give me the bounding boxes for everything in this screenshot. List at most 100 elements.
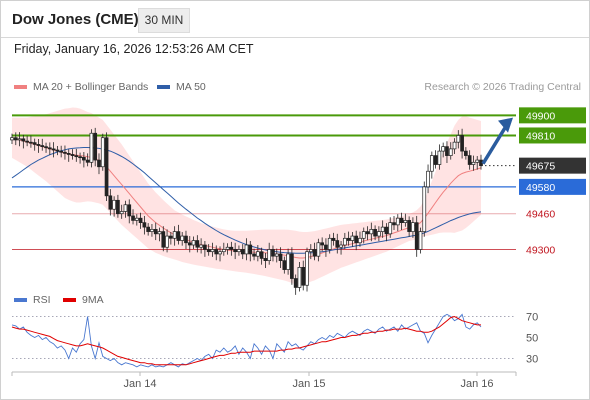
pivot-tag-49580 [519, 178, 586, 195]
candle-body [150, 229, 154, 232]
candle-body [172, 231, 177, 239]
resistance-label-49810: 49810 [526, 130, 555, 142]
candle-body [437, 150, 442, 165]
candle-body [229, 246, 234, 250]
candle-body [418, 231, 423, 250]
candle-body [327, 237, 332, 250]
candle-body [403, 220, 408, 223]
candle-body [471, 161, 476, 165]
candle-body [301, 267, 306, 286]
candle-body [316, 242, 321, 257]
rsi-series-line [11, 313, 482, 368]
candle-body [165, 235, 169, 248]
candle-body [51, 148, 56, 151]
candle-body [305, 251, 309, 286]
candle-body [244, 244, 249, 255]
ma50-swatch [157, 85, 170, 90]
candle-body [460, 135, 464, 152]
candle-body [210, 249, 215, 253]
candle-body [377, 231, 381, 237]
candle-body [29, 141, 33, 144]
ma9-series-line [11, 315, 481, 366]
candle-body [180, 235, 185, 241]
candle-body [365, 231, 370, 235]
candle-body [119, 211, 124, 215]
candle-body [55, 149, 60, 152]
candle-body [433, 155, 438, 165]
candle-body [134, 217, 139, 221]
candle-body [13, 137, 18, 141]
candle-body [89, 132, 94, 163]
candle-body [320, 242, 324, 246]
instrument-title: Dow Jones (CME) [12, 11, 139, 28]
candle-body [297, 267, 302, 288]
candle-body [36, 144, 41, 146]
candle-body [32, 142, 37, 145]
candle-body [452, 141, 457, 150]
candle-body [263, 258, 268, 261]
legend-ma20-label: MA 20 + Bollinger Bands [33, 81, 149, 93]
candle-body [10, 137, 14, 141]
candle-body [380, 226, 385, 232]
resistance-tag-49810 [519, 127, 586, 144]
candle-body [93, 132, 98, 161]
support-label-49460: 49460 [526, 209, 555, 221]
candle-body [63, 151, 67, 154]
candle-body [74, 155, 79, 158]
candle-body [153, 229, 158, 235]
rsi-tick-70: 70 [526, 312, 538, 324]
resistance-label-49900: 49900 [526, 110, 555, 122]
candle-body [108, 195, 113, 210]
candle-body [350, 235, 355, 241]
x-tick-label: Jan 15 [292, 378, 325, 390]
candle-body [187, 242, 192, 246]
current-tag-49675 [519, 157, 586, 174]
candle-body [131, 215, 135, 221]
candle-body [324, 244, 328, 250]
candle-body [82, 157, 86, 161]
candle-body [116, 199, 120, 215]
legend-ma50: MA 50 [157, 81, 206, 93]
candle-body [384, 226, 389, 235]
candle-body [104, 137, 109, 197]
candle-body [456, 135, 461, 143]
support-label-49300: 49300 [526, 244, 555, 256]
candle-body [271, 249, 275, 257]
candle-body [354, 235, 359, 244]
candle-body [17, 138, 22, 141]
candle-body [237, 249, 241, 253]
timeframe-badge[interactable]: 30 MIN [138, 8, 190, 33]
candle-body [233, 249, 238, 253]
candle-body [146, 226, 151, 232]
candle-body [331, 237, 336, 241]
legend-rsi-label: RSI [33, 294, 51, 306]
candle-body [335, 240, 340, 248]
ma20-swatch [14, 85, 27, 90]
timestamp-label: Friday, January 16, 2026 12:53:26 AM CET [14, 42, 254, 56]
candle-body [255, 251, 260, 257]
resistance-tag-49900 [519, 107, 586, 124]
candle-body [282, 260, 287, 270]
candle-body [267, 249, 272, 261]
candle-body [290, 253, 294, 279]
candle-body [342, 237, 347, 246]
candle-body [221, 249, 226, 253]
candle-body [339, 244, 343, 248]
candle-body [199, 244, 203, 248]
legend-ma20: MA 20 + Bollinger Bands [14, 81, 148, 93]
candle-body [369, 229, 374, 235]
candle-body [176, 231, 181, 241]
candle-body [308, 249, 313, 253]
candle-body [248, 244, 253, 255]
candle-body [138, 217, 143, 223]
candle-body [184, 235, 188, 244]
candle-body [293, 278, 298, 288]
candle-body [206, 249, 211, 253]
candle-body [346, 237, 351, 241]
candle-body [214, 249, 219, 255]
candle-body [169, 235, 173, 239]
candle-body [467, 155, 472, 165]
9ma-swatch [63, 298, 76, 303]
